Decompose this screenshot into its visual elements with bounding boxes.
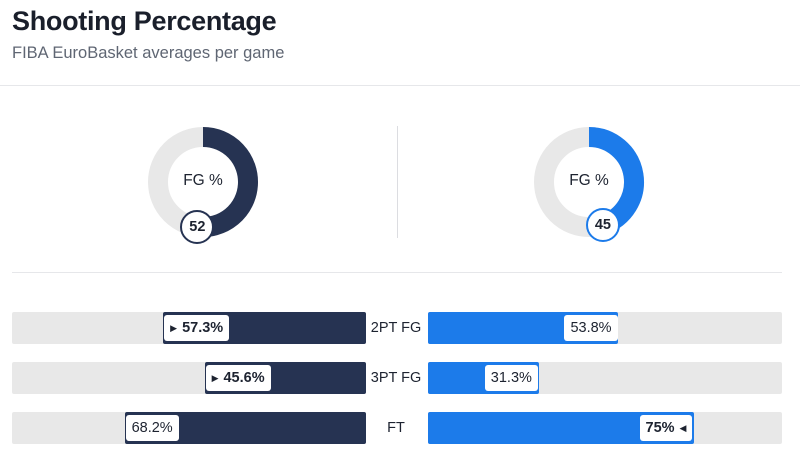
row-label-2pt-fg: 2PT FG [370,319,422,336]
donut-value-badge-right: 45 [585,207,620,242]
bar-value-text: 57.3% [182,320,224,336]
chart-subtitle: FIBA EuroBasket averages per game [12,44,285,62]
donut-value-badge-left: 52 [180,209,215,244]
bar-value-left-2pt-fg: ▶ 57.3% [164,315,230,341]
donut-arc-left [196,127,258,237]
row-label-3pt-fg: 3PT FG [370,369,422,386]
bar-value-text: 53.8% [570,320,612,336]
donut-label-left: FG % [183,172,223,189]
bar-value-right-3pt-fg: 31.3% [484,365,538,391]
leader-arrow-icon: ▶ [170,322,178,333]
bar-value-text: 45.6% [223,370,265,386]
bar-value-text: 31.3% [490,370,532,386]
bar-value-left-3pt-fg: ▶ 45.6% [205,365,271,391]
divider-top [0,85,800,86]
row-label-ft: FT [387,419,405,436]
divider-middle [12,272,782,273]
bar-value-left-ft: 68.2% [125,415,179,441]
chart-title: Shooting Percentage [12,6,277,36]
donut-label-right: FG % [569,172,609,189]
bar-value-right-ft: 75% ◀ [639,415,693,441]
donut-right: FG % 45 [533,126,645,242]
bar-value-text: 75% [645,420,675,436]
bar-value-right-2pt-fg: 53.8% [564,315,618,341]
bar-value-text: 68.2% [131,420,173,436]
donut-left: FG % 52 [147,126,259,244]
leader-arrow-icon: ◀ [679,422,687,433]
divider-vertical [397,126,398,238]
leader-arrow-icon: ▶ [211,372,219,383]
